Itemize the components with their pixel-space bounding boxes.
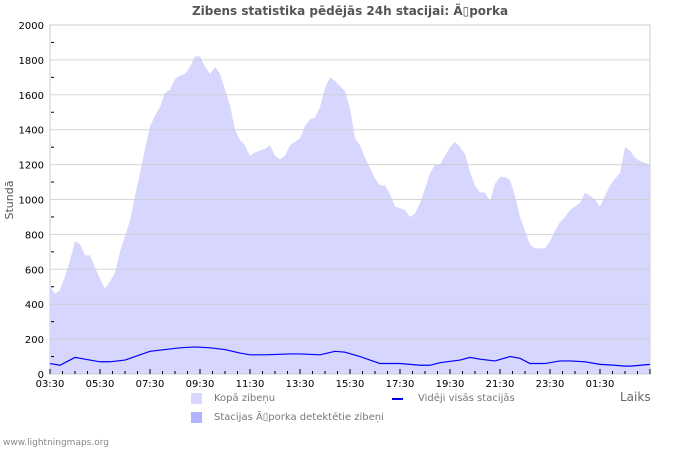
x-tick-label: 17:30 [386, 379, 415, 390]
x-tick-label: 21:30 [486, 379, 515, 390]
y-tick-label: 200 [25, 335, 44, 346]
x-tick-label: 23:30 [536, 379, 565, 390]
y-tick-label: 1400 [19, 126, 44, 137]
x-tick-label: 19:30 [436, 379, 465, 390]
y-tick-label: 400 [25, 300, 44, 311]
y-tick-label: 1600 [19, 91, 44, 102]
total-lightning-area [50, 56, 650, 374]
legend-total: Kopā zibeņu [214, 393, 276, 404]
chart-title: Zibens statistika pēdējās 24h stacijai: … [191, 4, 509, 18]
x-tick-label: 11:30 [236, 379, 265, 390]
legend-station: Stacijas Ã▯porka detektētie zibeņi [214, 412, 384, 423]
x-axis-label: Laiks [620, 390, 651, 404]
y-tick-label: 2000 [19, 21, 44, 32]
legend-swatch-average [392, 398, 403, 400]
y-tick-label: 1000 [19, 196, 44, 207]
y-axis-label: Stundā [3, 181, 16, 220]
x-tick-label: 05:30 [86, 379, 115, 390]
x-tick-label: 13:30 [286, 379, 315, 390]
average-all-stations-line [49, 346, 651, 367]
x-tick-label: 07:30 [136, 379, 165, 390]
footer-credit: www.lightningmaps.org [3, 438, 109, 448]
x-tick-label: 03:30 [36, 379, 65, 390]
y-tick-label: 600 [25, 265, 44, 276]
y-tick-label: 800 [25, 230, 44, 241]
legend-swatch-station [191, 412, 202, 423]
x-tick-label: 09:30 [186, 379, 215, 390]
y-tick-label: 1800 [19, 56, 44, 67]
x-tick-label: 01:30 [586, 379, 615, 390]
legend-swatch-total [191, 393, 202, 404]
legend-average: Vidēji visās stacijās [418, 393, 515, 404]
x-tick-label: 15:30 [336, 379, 365, 390]
y-tick-label: 0 [38, 370, 44, 381]
y-tick-label: 1200 [19, 161, 44, 172]
